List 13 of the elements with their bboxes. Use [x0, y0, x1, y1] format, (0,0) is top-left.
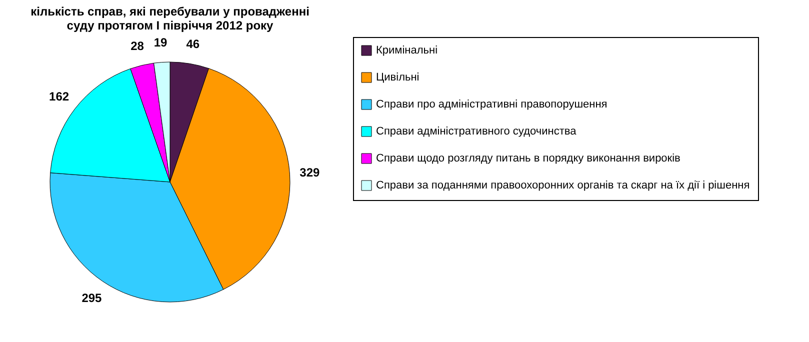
data-label: 329	[300, 166, 320, 180]
legend-label: Цивільні	[376, 72, 420, 84]
data-label: 46	[186, 36, 200, 51]
chart-title: кількість справ, які перебували у провадженні суду протягом I півріччя 2012 року	[30, 4, 310, 32]
legend-label: Кримінальні	[376, 44, 438, 56]
legend-label: Справи за поданнями правоохоронних органів та скарг на їх дії і рішення	[376, 180, 750, 192]
data-label: 295	[82, 291, 102, 306]
legend-label: Справи адміністративного судочинства	[376, 126, 578, 138]
data-label: 28	[130, 38, 144, 53]
data-label: 162	[49, 90, 70, 104]
legend-label: Справи щодо розгляду питань в порядку виконання вироків	[376, 152, 681, 164]
data-label: 19	[154, 35, 168, 50]
legend-label: Справи про адміністративні правопорушення	[376, 98, 608, 110]
